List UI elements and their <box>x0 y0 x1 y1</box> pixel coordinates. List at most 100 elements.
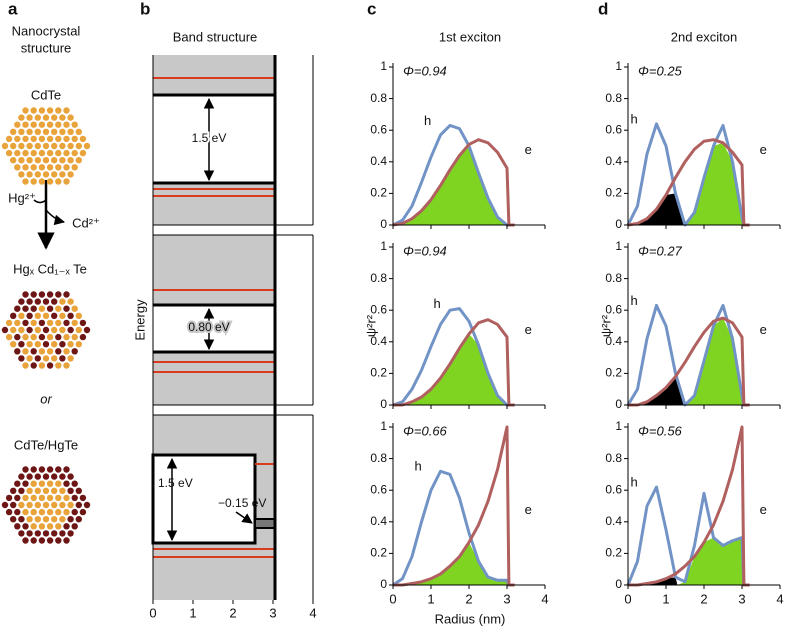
atom <box>10 516 17 523</box>
atom <box>22 362 29 369</box>
atom <box>18 312 25 319</box>
atom <box>30 523 37 530</box>
atom <box>34 142 41 150</box>
atom <box>55 466 62 473</box>
atom <box>59 473 66 480</box>
atom <box>71 135 78 143</box>
y-tick-label: 1 <box>380 239 387 253</box>
atom <box>55 107 62 114</box>
atom <box>46 107 54 114</box>
atom <box>42 326 50 334</box>
atom <box>5 319 13 327</box>
atom <box>18 298 25 305</box>
atom <box>42 341 50 348</box>
label: CdTe/HgTe <box>14 437 78 452</box>
atom <box>26 530 33 537</box>
y-tick-label: 1 <box>615 59 622 73</box>
panel-label: b <box>140 0 150 18</box>
y-tick-label: 0.6 <box>370 482 387 496</box>
x-tick-label: 4 <box>541 591 548 606</box>
atom <box>63 494 70 502</box>
atom <box>14 164 21 171</box>
atom <box>59 341 66 348</box>
atom <box>30 121 37 128</box>
atom <box>63 348 70 355</box>
x-tick-label: 3 <box>738 591 745 606</box>
atom <box>79 508 87 516</box>
atom <box>38 107 46 114</box>
atom <box>22 466 29 473</box>
atom <box>55 135 62 143</box>
atom <box>63 121 70 128</box>
atom <box>55 319 62 327</box>
atom <box>5 135 13 143</box>
atom <box>55 508 62 516</box>
band-diagram <box>151 55 314 600</box>
atom <box>22 537 29 544</box>
atom <box>51 341 58 348</box>
atom <box>75 157 83 164</box>
atom <box>14 480 21 487</box>
atom <box>59 128 66 135</box>
atom <box>30 291 37 298</box>
atom <box>18 341 25 348</box>
atom <box>30 348 37 355</box>
atom <box>30 319 37 327</box>
y-tick-label: 1 <box>380 419 387 433</box>
atom <box>59 298 66 305</box>
atom <box>42 171 50 178</box>
atom <box>38 319 46 327</box>
atom <box>63 523 70 530</box>
atom <box>71 348 78 355</box>
atom <box>38 291 46 298</box>
y-tick-label: 0.6 <box>605 302 622 316</box>
atom <box>63 107 70 114</box>
atom <box>22 508 29 516</box>
atom <box>38 494 46 502</box>
atom <box>59 157 66 164</box>
atom <box>34 171 41 178</box>
atom <box>46 121 54 128</box>
atom <box>55 178 62 185</box>
atom <box>55 523 62 530</box>
atom <box>55 164 62 171</box>
atom <box>14 305 21 312</box>
x-tick-label: 0 <box>624 591 631 606</box>
atom <box>51 312 58 319</box>
curve <box>392 307 515 407</box>
y-tick-label: 0.8 <box>370 451 387 465</box>
atom <box>5 149 13 157</box>
atom <box>38 537 46 544</box>
atom <box>22 494 29 502</box>
atom <box>30 135 37 143</box>
atom <box>46 164 54 171</box>
atom <box>22 319 29 327</box>
curve-label: h <box>415 459 422 474</box>
overlap-area <box>677 537 744 585</box>
atom <box>51 114 58 121</box>
atom <box>75 142 83 150</box>
y-tick-label: 0.2 <box>605 366 622 380</box>
atom <box>46 291 54 298</box>
atom <box>63 319 70 327</box>
atom <box>22 480 29 487</box>
atom <box>18 473 25 480</box>
y-tick-label: 0.4 <box>605 334 622 348</box>
curve <box>626 303 750 407</box>
atom <box>63 480 70 487</box>
atom <box>26 312 33 319</box>
atom <box>26 355 33 362</box>
atom <box>42 312 50 319</box>
atom <box>71 121 78 128</box>
atom <box>63 466 70 473</box>
axis-label: Energy <box>132 299 147 341</box>
atom <box>63 333 70 341</box>
atom <box>42 355 50 362</box>
atom <box>42 142 50 150</box>
atom <box>34 530 41 537</box>
atom <box>38 149 46 157</box>
curve-label: e <box>760 142 767 157</box>
atom <box>46 135 54 143</box>
atom <box>63 291 70 298</box>
